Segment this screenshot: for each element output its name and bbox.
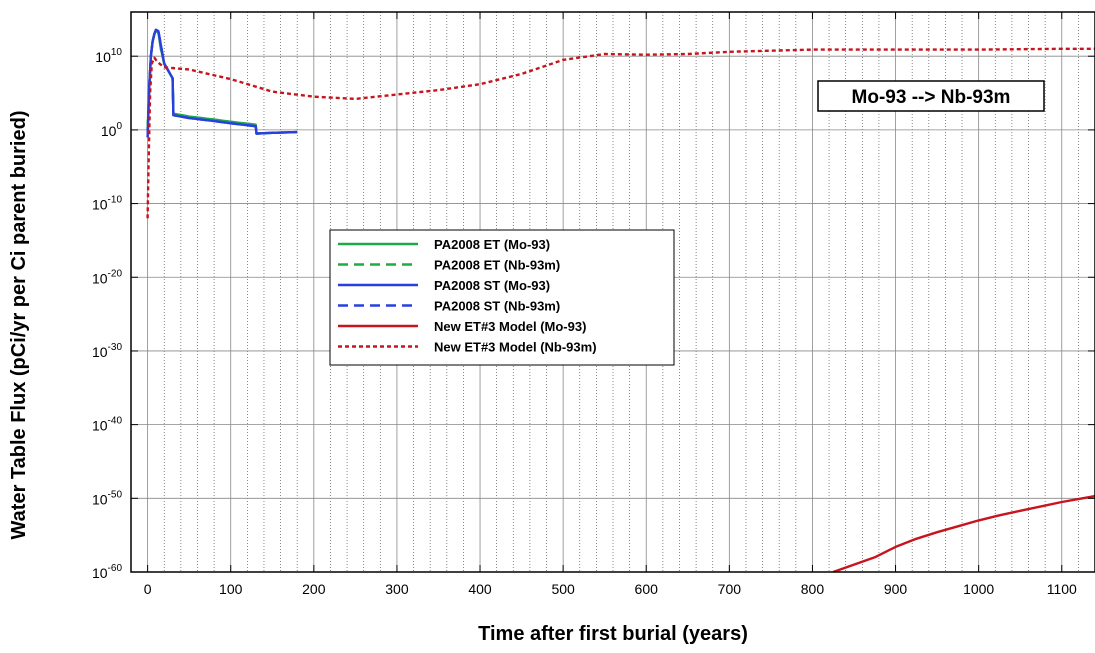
x-tick-label: 300: [385, 581, 409, 597]
axis-ticks: [131, 12, 1095, 573]
series-line: [146, 28, 298, 138]
y-tick-label: 10-10: [92, 195, 122, 213]
series-line: [146, 29, 298, 135]
series-line: [146, 47, 1095, 219]
y-tick-label: 10-50: [92, 489, 122, 507]
y-tick-label: 1010: [95, 47, 122, 65]
x-tick-label: 900: [884, 581, 908, 597]
legend-label: New ET#3 Model (Mo-93): [434, 319, 586, 334]
legend-label: PA2008 ST (Nb-93m): [434, 299, 560, 314]
x-tick-label: 800: [801, 581, 825, 597]
legend-label: PA2008 ST (Mo-93): [434, 278, 550, 293]
y-tick-label: 10-30: [92, 342, 122, 360]
y-axis-title: Water Table Flux (pCi/yr per Ci parent b…: [8, 111, 30, 540]
legend-frame: [329, 229, 675, 366]
x-tick-label: 1000: [963, 581, 994, 597]
x-tick-labels: 0 100 200 300 400 500 600 700 800 900 1000 1100: [144, 581, 1077, 597]
legend-label: PA2008 ET (Nb-93m): [434, 258, 560, 273]
legend: PA2008 ET (Mo-93) PA2008 ET (Nb-93m) PA200…: [329, 229, 675, 366]
legend-items: PA2008 ET (Mo-93) PA2008 ET (Nb-93m) PA200…: [338, 237, 597, 355]
x-tick-label: 400: [468, 581, 492, 597]
annotation-label: Mo-93 --> Nb-93m: [852, 87, 1011, 108]
y-tick-label: 10-20: [92, 268, 122, 286]
x-tick-label: 1100: [1047, 581, 1077, 597]
series-line: [832, 494, 1095, 572]
y-tick-labels: 1010 100 10-10 10-20 10-30 10-40 10-50 10-60: [92, 47, 122, 581]
x-axis-title: Time after first burial (years): [478, 623, 748, 645]
legend-label: PA2008 ET (Mo-93): [434, 237, 550, 252]
annotation-box: Mo-93 --> Nb-93m: [817, 80, 1045, 112]
y-tick-label: 10-40: [92, 416, 122, 434]
x-tick-label: 700: [718, 581, 742, 597]
annotation-frame: [817, 80, 1045, 112]
x-tick-label: 200: [302, 581, 326, 597]
x-tick-label: 500: [551, 581, 575, 597]
series-layer: [146, 28, 1095, 572]
plot-frame: [130, 11, 1095, 573]
series-line: [146, 29, 298, 135]
y-tick-label: 100: [101, 121, 123, 139]
legend-label: New ET#3 Model (Nb-93m): [434, 340, 597, 355]
x-tick-label: 0: [144, 581, 152, 597]
y-tick-label: 10-60: [92, 563, 122, 581]
x-tick-label: 600: [635, 581, 659, 597]
x-tick-label: 100: [219, 581, 243, 597]
